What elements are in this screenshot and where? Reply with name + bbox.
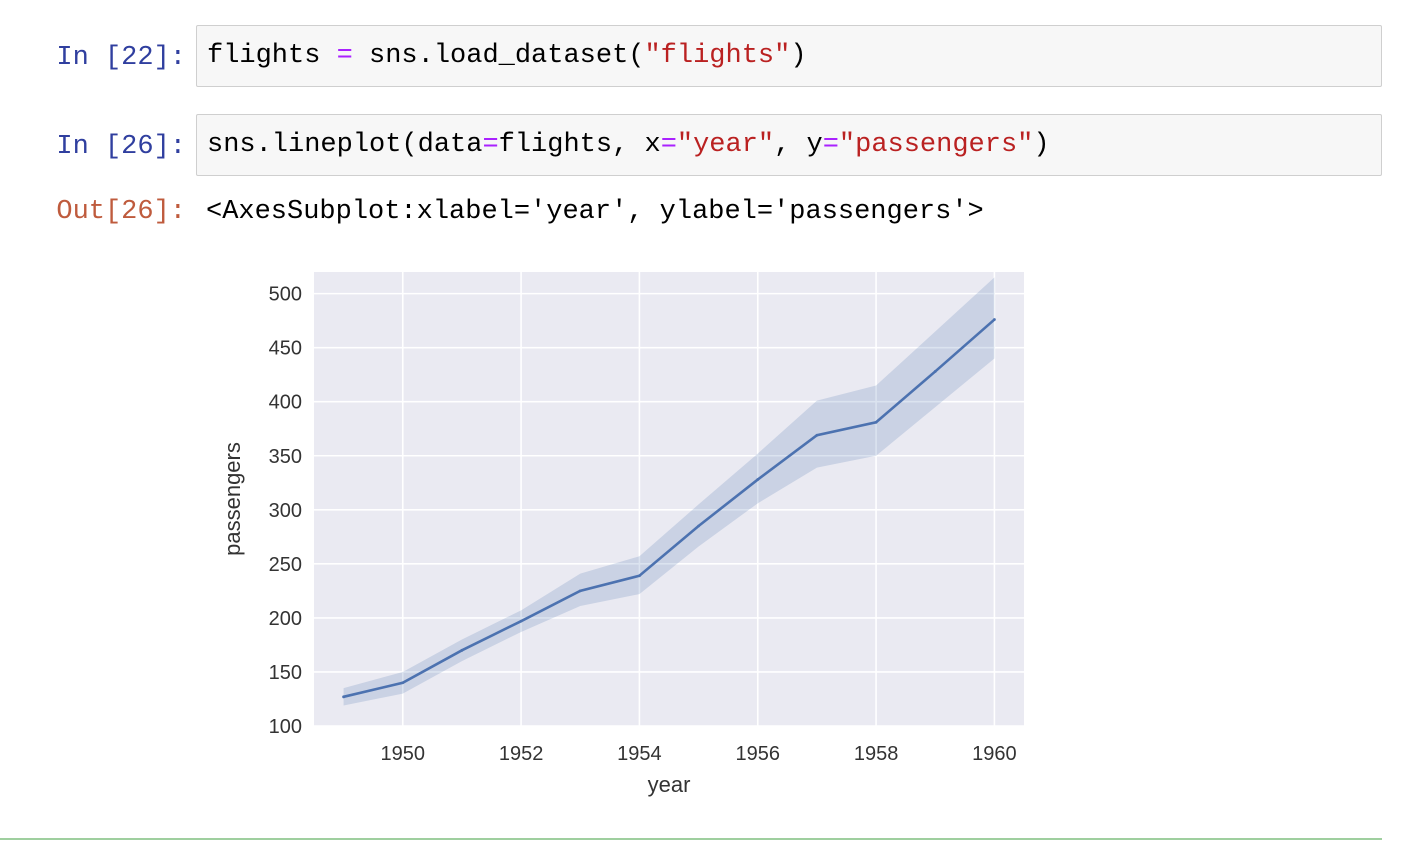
x-tick-label: 1952 xyxy=(499,743,544,765)
plot-background xyxy=(314,272,1024,726)
data-point xyxy=(638,574,641,578)
y-tick-label: 100 xyxy=(269,716,302,738)
lineplot-figure: 100 150 200 250 300 350 400 450 500 1950 1952 1954 1… xyxy=(210,262,1040,810)
code-token: = xyxy=(822,130,839,160)
code-token: = xyxy=(336,41,353,71)
code-token: = xyxy=(660,130,677,160)
y-tick-label: 150 xyxy=(269,662,302,684)
x-tick-label: 1954 xyxy=(617,743,662,765)
data-point xyxy=(460,648,464,652)
code-token: flights xyxy=(207,41,337,71)
code-input-2[interactable]: sns.lineplot(data=flights, x="year", y="… xyxy=(196,114,1382,176)
x-tick-label: 1950 xyxy=(381,743,426,765)
data-point xyxy=(697,524,700,528)
input-prompt: In [22]: xyxy=(56,43,186,73)
data-point xyxy=(993,318,996,321)
code-token: ) xyxy=(790,41,807,71)
code-token: flights, x xyxy=(498,130,661,160)
code-token: , y xyxy=(774,130,823,160)
x-axis-label: year xyxy=(648,772,691,797)
y-tick-label: 350 xyxy=(269,446,302,468)
data-point xyxy=(933,370,937,373)
y-tick-label: 300 xyxy=(269,500,302,522)
output-prompt: Out[26]: xyxy=(56,197,186,227)
cell-divider xyxy=(0,838,1382,840)
data-point xyxy=(342,695,345,699)
code-token: sns.load_dataset( xyxy=(352,41,645,71)
y-tick-label: 400 xyxy=(269,392,302,414)
code-token: sns.lineplot(data xyxy=(207,130,483,160)
code-token: "flights" xyxy=(644,41,791,71)
x-tick-label: 1960 xyxy=(972,743,1017,765)
code-input-1[interactable]: flights = sns.load_dataset("flights") xyxy=(196,25,1382,87)
y-tick-label: 500 xyxy=(269,284,302,306)
input-prompt: In [26]: xyxy=(56,132,186,162)
output-text: <AxesSubplot:xlabel='year', ylabel='pass… xyxy=(206,197,984,227)
data-point xyxy=(578,589,582,593)
y-axis-label: passengers xyxy=(220,442,245,556)
data-point xyxy=(815,433,819,437)
x-tick-label: 1958 xyxy=(854,743,899,765)
data-point xyxy=(874,420,878,424)
code-token: ) xyxy=(1033,130,1050,160)
series-line xyxy=(343,318,996,699)
y-tick-label: 250 xyxy=(269,554,302,576)
data-point xyxy=(401,681,405,685)
code-token: = xyxy=(482,130,499,160)
lineplot-chart: 100 150 200 250 300 350 400 450 500 1950 1952 1954 1… xyxy=(220,272,1024,797)
y-tick-label: 200 xyxy=(269,608,302,630)
code-token: "passengers" xyxy=(838,130,1034,160)
x-tick-label: 1956 xyxy=(736,743,781,765)
data-point xyxy=(756,478,760,481)
code-token: "year" xyxy=(676,130,775,160)
data-point xyxy=(519,619,523,623)
y-tick-label: 450 xyxy=(269,338,302,360)
